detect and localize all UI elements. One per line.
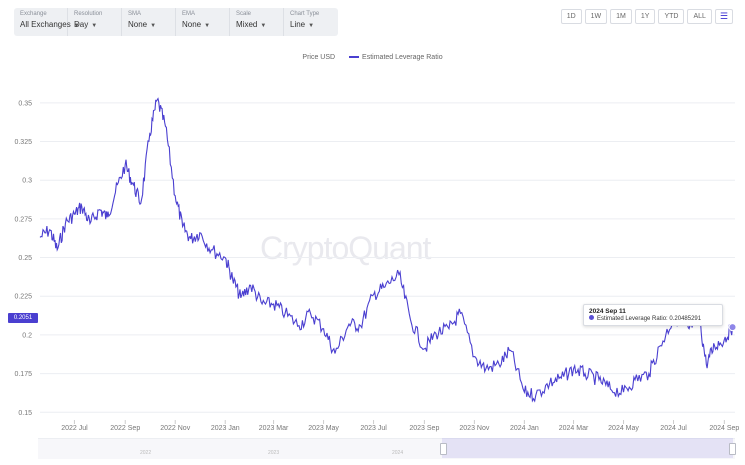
chart-type-label: Chart Type — [290, 11, 320, 17]
navigator-label: 2023 — [268, 450, 280, 456]
chart-tooltip: 2024 Sep 11 Estimated Leverage Ratio: 0.… — [583, 304, 723, 326]
tooltip-date: 2024 Sep 11 — [589, 308, 626, 315]
x-tick-label: 2023 Nov — [459, 425, 489, 432]
sma-value: None — [128, 20, 148, 29]
ema-select[interactable]: EMA None ▼ — [176, 8, 230, 36]
range-ytd-button[interactable]: YTD — [658, 9, 685, 24]
tooltip-value: 0.20485291 — [669, 316, 702, 322]
hamburger-menu-icon[interactable]: ☰ — [714, 9, 733, 24]
ema-value: None — [182, 20, 202, 29]
legend-leverage-ratio[interactable]: Estimated Leverage Ratio — [349, 54, 443, 61]
navigator-left-handle[interactable] — [440, 443, 447, 455]
x-tick-label: 2024 May — [608, 425, 639, 432]
x-tick-label: 2023 Jan — [211, 425, 240, 432]
chevron-down-icon: ▼ — [73, 23, 80, 29]
x-tick-label: 2024 Jan — [510, 425, 539, 432]
navigator-selection[interactable] — [442, 438, 733, 458]
series-line — [39, 97, 734, 403]
chevron-down-icon: ▼ — [150, 23, 157, 29]
exchange-label: Exchange — [20, 11, 47, 17]
y-tick-label: 0.175 — [14, 371, 32, 378]
y-tick-label: 0.3 — [22, 178, 32, 185]
ema-label: EMA — [182, 11, 196, 17]
x-tick-label: 2022 Nov — [160, 425, 190, 432]
hover-point — [728, 323, 737, 332]
exchange-value: All Exchanges — [20, 20, 71, 29]
y-tick-label: 0.225 — [14, 294, 32, 301]
legend-price-usd[interactable]: Price USD — [302, 54, 336, 61]
range-1d-button[interactable]: 1D — [560, 9, 582, 24]
sma-select[interactable]: SMA None ▼ — [122, 8, 176, 36]
chart-legend: Price USD Estimated Leverage Ratio — [0, 54, 745, 61]
range-1y-button[interactable]: 1Y — [634, 9, 656, 24]
chart-controls: Exchange All Exchanges ▼ Resolution Day ▼ … — [14, 8, 338, 36]
current-value-label: 0.2051 — [8, 313, 38, 323]
y-tick-label: 0.15 — [18, 410, 32, 417]
chart-type-value: Line — [290, 20, 306, 29]
x-tick-label: 2024 Jul — [660, 425, 687, 432]
x-tick-label: 2023 May — [308, 425, 339, 432]
chart-area[interactable]: 0.15 0.175 0.2 0.225 0.25 0.275 0.3 0.325 0.35 20… — [0, 0, 745, 440]
series-swatch — [349, 56, 360, 59]
y-tick-label: 0.275 — [14, 216, 32, 223]
time-range-buttons: 1D 1W 1M 1Y YTD ALL ☰ — [560, 9, 733, 24]
chart-type-select[interactable]: Chart Type Line ▼ — [284, 8, 338, 36]
x-tick-label: 2024 Mar — [559, 425, 589, 432]
x-tick-label: 2024 Sep — [709, 425, 739, 432]
resolution-label: Resolution — [74, 11, 103, 17]
chevron-down-icon: ▼ — [260, 23, 267, 29]
y-tick-label: 0.35 — [18, 100, 32, 107]
scale-value: Mixed — [236, 20, 258, 29]
tooltip-series-dot-icon — [589, 315, 594, 320]
exchange-select[interactable]: Exchange All Exchanges ▼ — [14, 8, 80, 36]
range-1m-button[interactable]: 1M — [610, 9, 632, 24]
range-1w-button[interactable]: 1W — [584, 9, 608, 24]
x-tick-label: 2022 Jul — [61, 425, 88, 432]
chevron-down-icon: ▼ — [308, 23, 315, 29]
resolution-value: Day — [74, 20, 89, 29]
tooltip-series-name: Estimated Leverage Ratio — [597, 316, 667, 322]
navigator-label: 2022 — [140, 450, 152, 456]
y-tick-label: 0.2 — [22, 332, 32, 339]
scale-select[interactable]: Scale Mixed ▼ — [230, 8, 284, 36]
chevron-down-icon: ▼ — [91, 23, 98, 29]
y-tick-label: 0.25 — [18, 255, 32, 262]
y-tick-label: 0.325 — [14, 139, 32, 146]
sma-label: SMA — [128, 11, 142, 17]
watermark-logo: CryptoQuant — [260, 230, 431, 266]
chevron-down-icon: ▼ — [204, 23, 211, 29]
resolution-select[interactable]: Resolution Day ▼ — [68, 8, 122, 36]
scale-label: Scale — [236, 11, 252, 17]
x-tick-label: 2023 Mar — [259, 425, 289, 432]
range-all-button[interactable]: ALL — [687, 9, 712, 24]
navigator-right-handle[interactable] — [729, 443, 736, 455]
x-tick-label: 2023 Jul — [360, 425, 387, 432]
navigator-label: 2024 — [392, 450, 404, 456]
navigator[interactable] — [38, 438, 735, 459]
x-tick-label: 2022 Sep — [110, 425, 140, 432]
x-tick-label: 2023 Sep — [409, 425, 439, 432]
